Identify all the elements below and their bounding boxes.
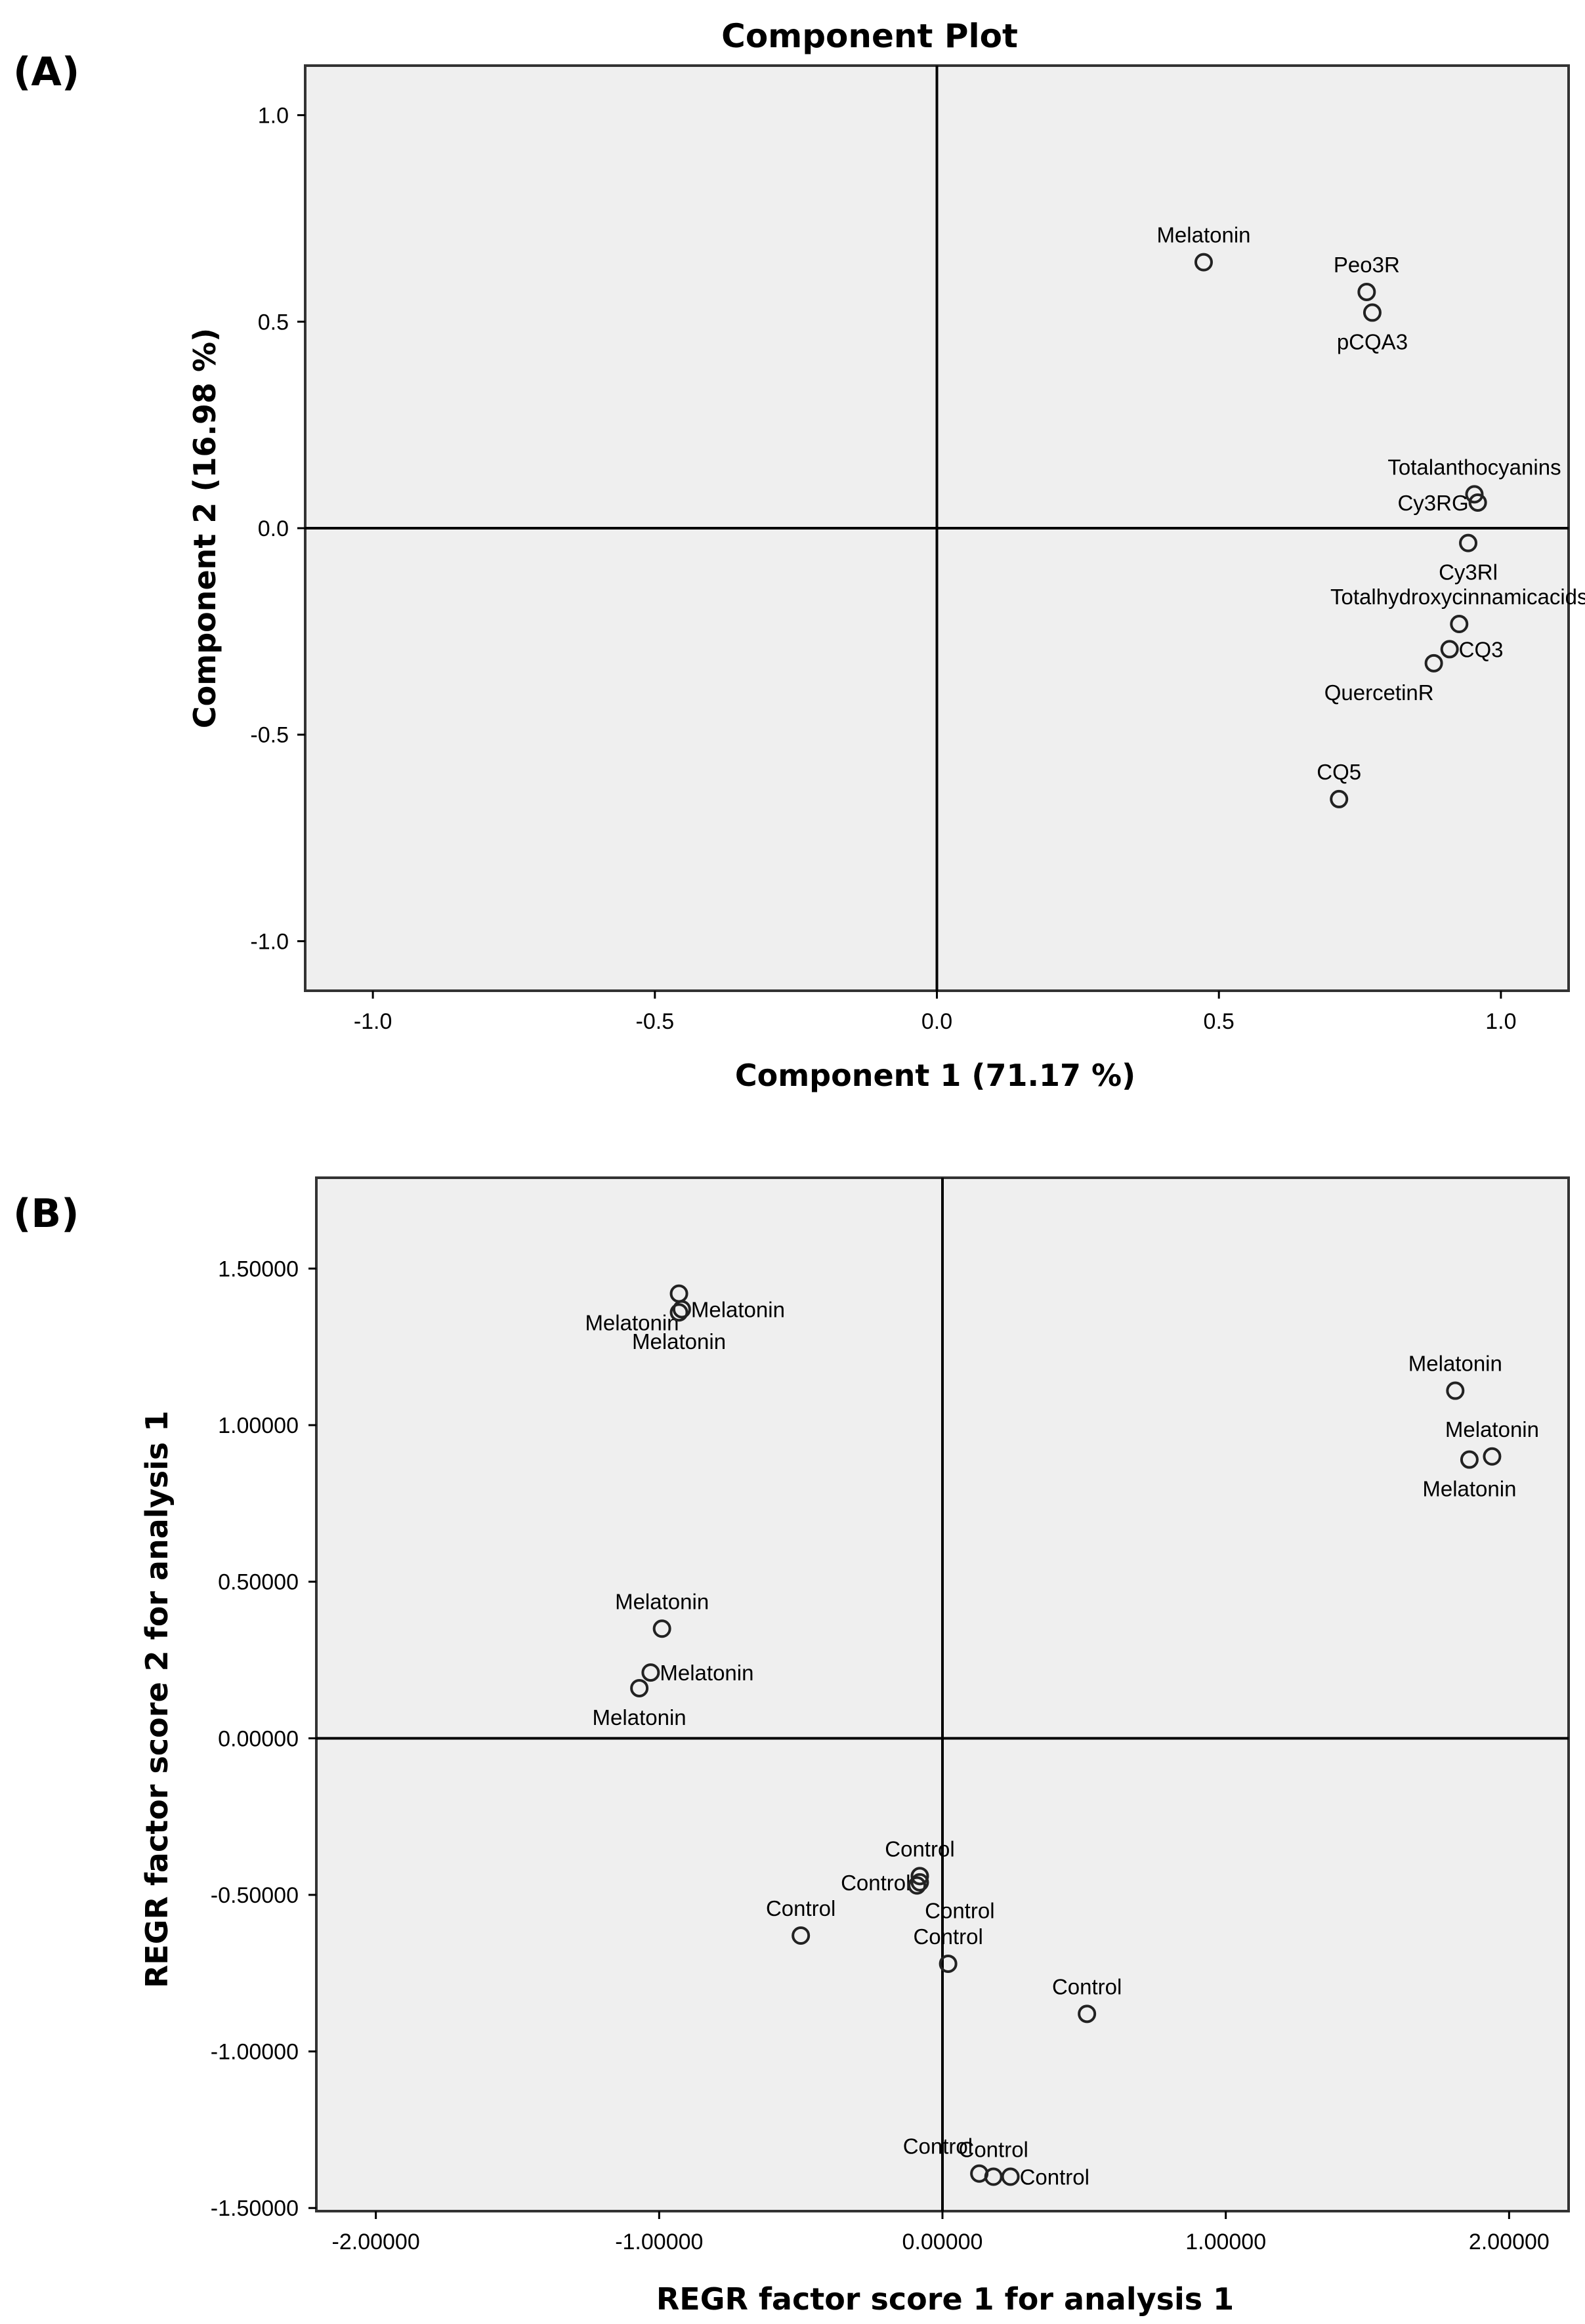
y-tick-label: 0.5 (258, 310, 289, 335)
data-point (1468, 493, 1487, 512)
data-point-label: Totalhydroxycinnamicacids (1330, 585, 1585, 609)
data-point (1363, 303, 1382, 322)
data-point (1330, 789, 1349, 808)
x-tick-label: 1.0 (1485, 1009, 1516, 1034)
data-point (672, 1300, 691, 1319)
x-tick-label: 2.00000 (1469, 2230, 1550, 2254)
data-point (908, 1876, 927, 1895)
x-tick-label: -1.0 (354, 1009, 392, 1034)
data-point (792, 1926, 811, 1945)
y-tick-label: 1.00000 (218, 1413, 299, 1438)
data-point-label: Melatonin (593, 1705, 687, 1730)
y-tick-label: 0.0 (258, 516, 289, 541)
panel-b-letter: (B) (13, 1191, 79, 1237)
data-point-label: Control (913, 1924, 983, 1949)
data-point (1357, 282, 1376, 301)
panel-a-letter: (A) (13, 49, 79, 95)
data-point (1078, 2004, 1097, 2023)
data-point (1483, 1447, 1502, 1466)
data-point-label: CQ5 (1317, 760, 1361, 784)
data-point-label: Melatonin (1408, 1352, 1502, 1376)
data-point (1194, 253, 1213, 272)
x-tick-label: -2.00000 (332, 2230, 420, 2254)
y-tick-label: 1.50000 (218, 1256, 299, 1281)
panel-a-reference-lines (305, 66, 1569, 991)
panel-a-ticks: -1.0 -0.5 0.0 0.5 1.0 -1.0 -0.5 0.0 0.5 1.0 (250, 104, 1516, 1034)
data-point-label: Melatonin (1156, 223, 1250, 247)
panel-a-title: Component Plot (721, 17, 1018, 55)
data-point (652, 1619, 671, 1638)
panel-a-y-axis-title: Component 2 (16.98 %) (187, 328, 222, 728)
panel-b-x-axis-title: REGR factor score 1 for analysis 1 (656, 2281, 1234, 2317)
x-tick-label: -1.00000 (615, 2230, 703, 2254)
data-point-label: Control (1020, 2165, 1089, 2189)
panel-b-y-axis-title: REGR factor score 2 for analysis 1 (139, 1411, 175, 1988)
panel-a-x-axis-title: Component 1 (71.17 %) (735, 1058, 1135, 1093)
data-point-label: Cy3RG (1397, 491, 1468, 515)
data-point (1460, 1450, 1479, 1469)
x-tick-label: 0.00000 (902, 2230, 983, 2254)
panel-b-reference-lines (316, 1178, 1569, 2211)
data-point (1459, 533, 1478, 552)
data-point (910, 1873, 929, 1892)
y-tick-label: -1.50000 (211, 2196, 299, 2221)
data-point (1440, 640, 1459, 659)
y-tick-label: -0.5 (250, 723, 289, 748)
panel-b-points: MelatoninMelatoninMelatoninMelatoninMela… (585, 1284, 1539, 2189)
data-point-label: Control (885, 1836, 954, 1861)
data-point-label: Melatonin (691, 1297, 785, 1321)
panel-a: (A) Component Plot -1.0 -0.5 0.0 0.5 1.0-1.0… (13, 17, 1585, 1093)
y-tick-label: 1.0 (258, 104, 289, 129)
data-point (669, 1303, 688, 1322)
data-point-label: Control (1052, 1974, 1122, 1999)
data-point (641, 1663, 660, 1682)
data-point-label: Melatonin (1422, 1477, 1516, 1501)
data-point (630, 1678, 649, 1697)
data-point-label: Control (903, 2134, 973, 2159)
x-tick-label: 0.5 (1204, 1009, 1235, 1034)
panel-b-ticks: -2.00000 -1.00000 0.00000 1.00000 2.00000 -1.… (211, 1256, 1550, 2254)
y-tick-label: -1.0 (250, 929, 289, 954)
x-tick-label: 1.00000 (1185, 2230, 1266, 2254)
data-point-label: Melatonin (632, 1329, 726, 1354)
data-point-label: Control (959, 2138, 1028, 2162)
data-point-label: Melatonin (1445, 1417, 1539, 1442)
data-point (1465, 485, 1484, 504)
data-point (1424, 654, 1443, 673)
y-tick-label: 0.00000 (218, 1726, 299, 1751)
data-point-label: Melatonin (585, 1311, 679, 1335)
data-point-label: QuercetinR (1324, 680, 1434, 705)
data-point (910, 1867, 929, 1886)
panel-a-points: Melatonin Peo3R pCQA3 Totalanthocyanins Cy3R… (1156, 223, 1585, 808)
data-point-label: Control (841, 1871, 910, 1895)
panel-b: (B) -2.00000 -1.00000 0.00000 1.00000 2.0000… (13, 1176, 1570, 2317)
y-tick-label: 0.50000 (218, 1570, 299, 1595)
data-point-label: Control (766, 1896, 835, 1920)
data-point-label: Totalanthocyanins (1387, 455, 1561, 479)
data-point (939, 1954, 958, 1973)
data-point-label: Melatonin (615, 1589, 709, 1613)
data-point-label: Cy3Rl (1439, 560, 1498, 585)
data-point-label: pCQA3 (1337, 329, 1408, 354)
y-tick-label: -0.50000 (211, 1883, 299, 1908)
data-point (1450, 615, 1469, 634)
data-point-label: Control (925, 1899, 994, 1923)
data-point-label: Melatonin (660, 1661, 753, 1685)
data-point (1001, 2167, 1020, 2186)
y-tick-label: -1.00000 (211, 2040, 299, 2065)
x-tick-label: -0.5 (636, 1009, 675, 1034)
x-tick-label: 0.0 (921, 1009, 952, 1034)
data-point-label: Peo3R (1334, 253, 1400, 277)
data-point-label: CQ3 (1459, 637, 1504, 661)
data-point (1446, 1381, 1465, 1400)
